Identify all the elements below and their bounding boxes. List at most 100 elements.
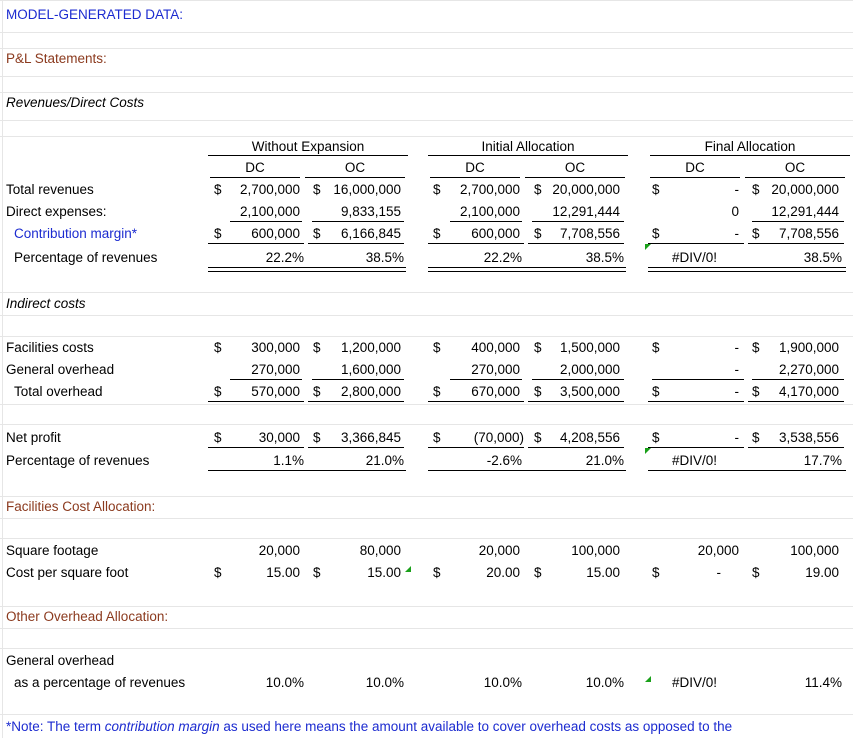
cell-value[interactable]: 20,000,000	[552, 182, 620, 197]
model-data-header: MODEL-GENERATED DATA:	[6, 7, 184, 22]
cell-value[interactable]: 270,000	[471, 362, 520, 377]
cell-value[interactable]: 17.7%	[803, 453, 842, 468]
cell-value[interactable]: #DIV/0!	[672, 453, 718, 468]
cell-value[interactable]: 2,000,000	[559, 362, 620, 377]
cell-value[interactable]: 15.00	[367, 565, 401, 580]
cell-value[interactable]: 4,208,556	[559, 430, 620, 445]
cell-value[interactable]: 1,500,000	[559, 340, 620, 355]
cell-value[interactable]: 10.0%	[265, 675, 304, 690]
dollar-sign: $	[652, 340, 660, 355]
cell-value[interactable]: 20,000	[697, 543, 739, 558]
cell-value[interactable]: 570,000	[251, 384, 300, 399]
sum-underline	[752, 221, 844, 222]
cell-value[interactable]: 100,000	[571, 543, 620, 558]
footnote-prefix: *Note: The term	[6, 719, 105, 734]
cell-value[interactable]: 15.00	[266, 565, 300, 580]
cell-value[interactable]: 100,000	[790, 543, 839, 558]
cell-value[interactable]: #DIV/0!	[672, 675, 718, 690]
cell-value[interactable]: 12,291,444	[771, 204, 839, 219]
cell-value[interactable]: 21.0%	[585, 453, 624, 468]
cell-value[interactable]: 300,000	[251, 340, 300, 355]
gridline	[0, 424, 853, 425]
cell-value[interactable]: 0	[731, 204, 739, 219]
cell-value[interactable]: 80,000	[359, 543, 401, 558]
cell-value[interactable]: 22.2%	[483, 250, 522, 265]
cell-value[interactable]: -	[734, 362, 740, 377]
cell-value[interactable]: -	[734, 182, 740, 197]
dollar-sign: $	[433, 182, 441, 197]
cell-value[interactable]: 2,800,000	[340, 384, 401, 399]
cell-value[interactable]: 4,170,000	[778, 384, 839, 399]
sum-underline	[428, 243, 524, 244]
cell-value[interactable]: #DIV/0!	[672, 250, 718, 265]
row-label-direct-expenses: Direct expenses:	[6, 204, 107, 219]
cell-value[interactable]: 10.0%	[483, 675, 522, 690]
dollar-sign: $	[534, 430, 542, 445]
cell-value[interactable]: 16,000,000	[333, 182, 401, 197]
cell-value[interactable]: 30,000	[258, 430, 300, 445]
row-label-percentage-of-revenues: Percentage of revenues	[6, 453, 150, 468]
dollar-sign: $	[433, 565, 441, 580]
cell-value[interactable]: -	[734, 430, 740, 445]
double-underline	[208, 267, 406, 272]
cell-value[interactable]: 15.00	[586, 565, 620, 580]
col-underline	[650, 177, 740, 178]
cell-value[interactable]: 20,000	[478, 543, 520, 558]
cell-value[interactable]: -	[734, 226, 740, 241]
cell-value[interactable]: 9,833,155	[340, 204, 401, 219]
cell-value[interactable]: 10.0%	[585, 675, 624, 690]
cell-value[interactable]: 2,700,000	[459, 182, 520, 197]
cell-value[interactable]: 38.5%	[585, 250, 624, 265]
sum-underline	[532, 221, 624, 222]
dollar-sign: $	[214, 182, 222, 197]
cell-value[interactable]: 38.5%	[365, 250, 404, 265]
cell-value[interactable]: 11.4%	[804, 675, 842, 690]
cell-value[interactable]: 20,000	[258, 543, 300, 558]
cell-value[interactable]: 12,291,444	[552, 204, 620, 219]
cell-value[interactable]: 21.0%	[365, 453, 404, 468]
sum-underline	[648, 447, 744, 448]
cell-value[interactable]: 600,000	[471, 226, 520, 241]
footnote: *Note: The term contribution margin as u…	[6, 718, 732, 736]
cell-value[interactable]: -	[734, 340, 740, 355]
cell-value[interactable]: 3,500,000	[559, 384, 620, 399]
cell-value[interactable]: 1.1%	[273, 453, 304, 468]
cell-value[interactable]: 2,100,000	[459, 204, 520, 219]
row-label-facilities-costs: Facilities costs	[6, 340, 94, 355]
cell-value[interactable]: 7,708,556	[559, 226, 620, 241]
cell-value[interactable]: 1,900,000	[778, 340, 839, 355]
cell-value[interactable]: 20,000,000	[771, 182, 839, 197]
cell-value[interactable]: 600,000	[251, 226, 300, 241]
cell-value[interactable]: 2,700,000	[239, 182, 300, 197]
dollar-sign: $	[214, 340, 222, 355]
cell-value[interactable]: (70,000)	[473, 430, 524, 445]
cell-value[interactable]: 6,166,845	[340, 226, 401, 241]
revenues-direct-costs-header: Revenues/Direct Costs	[6, 95, 145, 110]
cell-value[interactable]: 22.2%	[265, 250, 304, 265]
cell-value[interactable]: -2.6%	[486, 453, 522, 468]
cell-value[interactable]: 400,000	[471, 340, 520, 355]
cell-value[interactable]: 10.0%	[365, 675, 404, 690]
sum-underline	[208, 401, 304, 402]
row-label-total-overhead: Total overhead	[14, 384, 103, 399]
cell-value[interactable]: 38.5%	[803, 250, 842, 265]
cell-value[interactable]: 19.00	[805, 565, 839, 580]
sum-underline	[648, 470, 846, 471]
cell-value[interactable]: 3,366,845	[340, 430, 401, 445]
group-final-allocation: Final Allocation	[704, 139, 796, 154]
cell-value[interactable]: 2,100,000	[239, 204, 300, 219]
cell-value[interactable]: 1,600,000	[340, 362, 401, 377]
sum-underline	[312, 379, 404, 380]
row-label-total-revenues: Total revenues	[6, 182, 94, 197]
cell-value[interactable]: 270,000	[251, 362, 300, 377]
cell-value[interactable]: 1,200,000	[340, 340, 401, 355]
cell-value[interactable]: -	[734, 384, 740, 399]
cell-value[interactable]: 7,708,556	[778, 226, 839, 241]
gridline	[0, 714, 853, 715]
cell-value[interactable]: 670,000	[471, 384, 520, 399]
cell-value[interactable]: 3,538,556	[778, 430, 839, 445]
cell-value[interactable]: -	[716, 565, 722, 580]
cell-value[interactable]: 20.00	[486, 565, 520, 580]
cell-value[interactable]: 2,270,000	[778, 362, 839, 377]
